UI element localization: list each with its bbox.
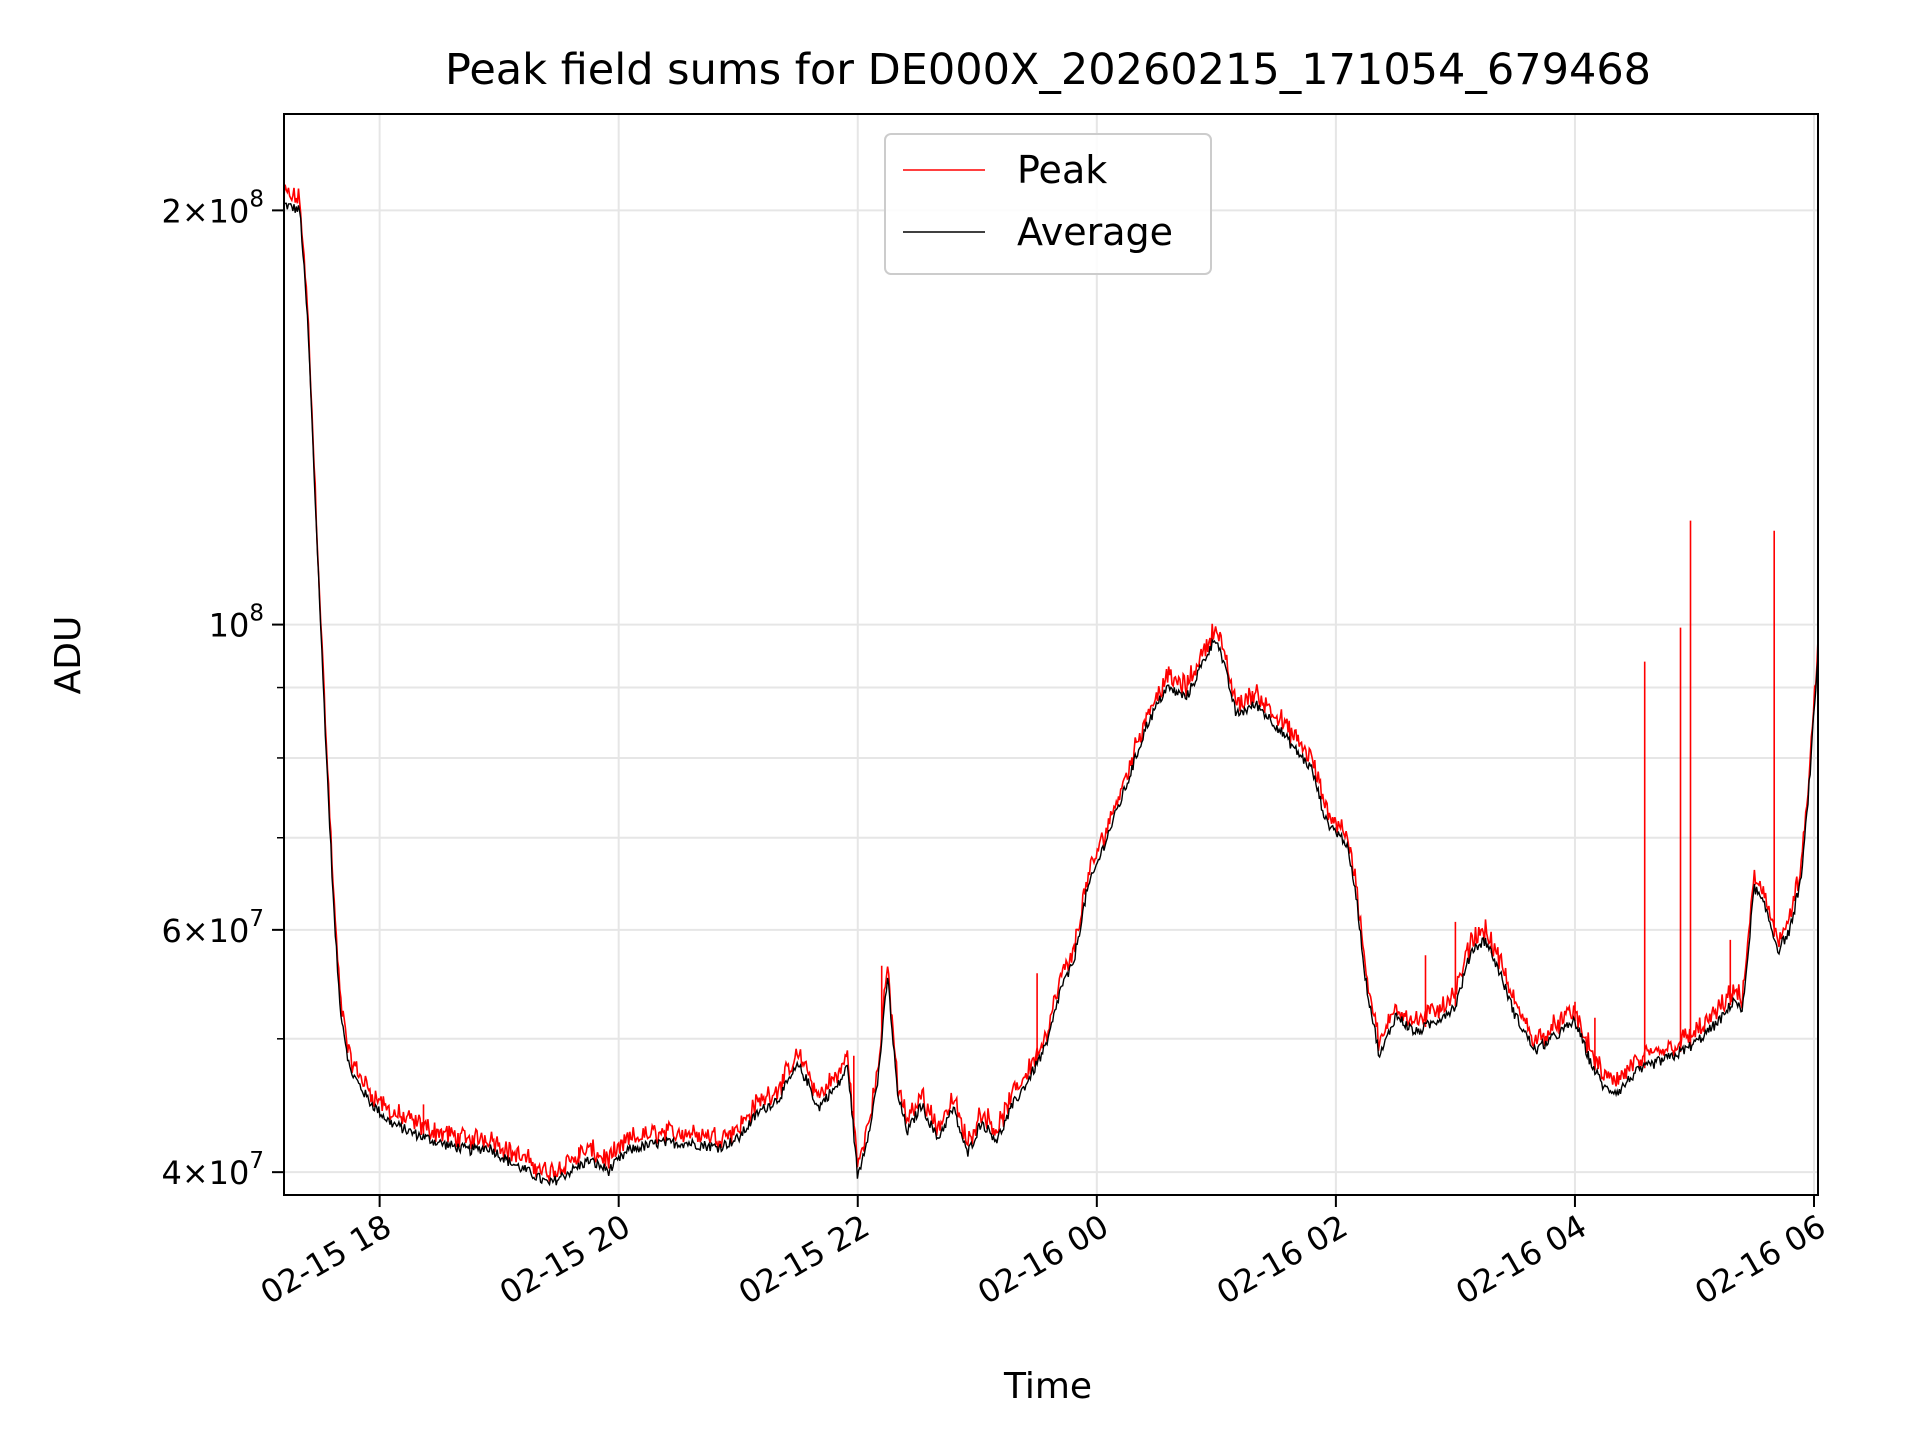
x-axis-label: Time [1003,1366,1092,1407]
y-tick-exponent: 8 [249,601,264,627]
legend-label-average: Average [1017,210,1173,254]
y-tick-base: 10 [209,607,250,645]
y-tick-label: 4×107 [161,1148,264,1192]
y-tick-base: 2×10 [161,192,249,230]
y-tick-exponent: 7 [249,1148,264,1174]
y-tick-label: 2×108 [161,186,264,230]
y-tick-label: 108 [209,601,264,645]
y-tick-exponent: 7 [249,906,264,932]
series-peak-line [284,184,1818,1182]
legend-box [884,133,1212,275]
chart-title: Peak field sums for DE000X_20260215_1710… [445,45,1651,95]
plot-series [284,184,1818,1187]
y-axis-label: ADU [48,616,89,695]
legend-label-peak: Peak [1017,148,1107,192]
y-tick-base: 4×10 [161,1154,249,1192]
legend: Peak Average [884,133,1212,275]
y-tick-exponent: 8 [249,186,264,212]
plot-frame [283,113,1819,1196]
y-tick-base: 6×10 [161,912,249,950]
series-average-line [284,202,1818,1187]
y-tick-label: 6×107 [161,906,264,950]
